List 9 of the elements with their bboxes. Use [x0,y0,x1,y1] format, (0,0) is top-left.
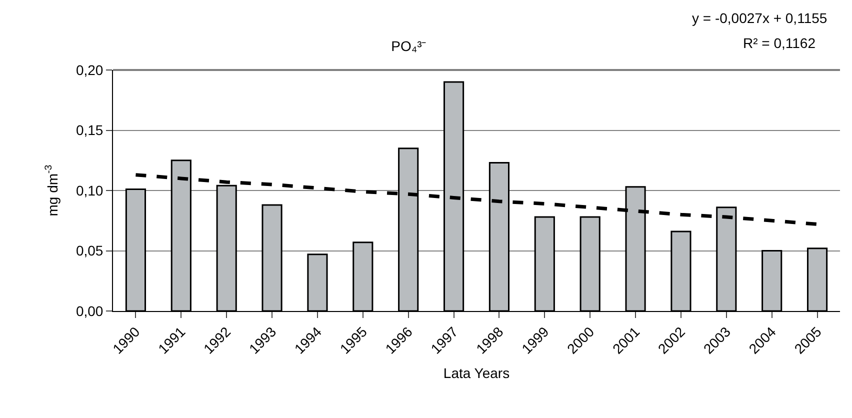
text: R² = 0,1162 [743,35,816,51]
y-tick-label: 0,10 [76,182,104,198]
x-axis-title: Lata Years [443,365,510,382]
text: y = -0,0027x + 0,1155 [692,10,828,26]
y-tick-label: 0,00 [76,302,104,319]
y-tick-label: 0,15 [76,122,104,138]
chart-title: PO₄³⁻ [391,38,427,54]
y-tick-label: 0,05 [76,242,104,259]
y-tick-label: 0,20 [76,62,104,78]
